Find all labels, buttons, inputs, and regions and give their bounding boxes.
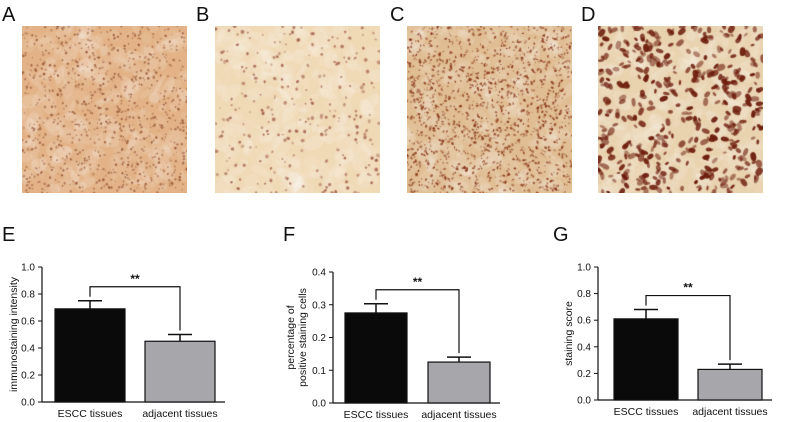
y-tick-label: 0.3 xyxy=(312,300,326,311)
y-tick-label: 0.8 xyxy=(577,289,591,300)
category-label: adjacent tissues xyxy=(692,406,767,418)
panel-label-c: C xyxy=(390,4,405,26)
panel-label-g: G xyxy=(553,224,569,246)
y-axis-label: staining score xyxy=(563,301,575,366)
bar xyxy=(144,340,216,403)
y-axis-label: immunostaining intensity xyxy=(8,276,20,392)
significance-bracket xyxy=(89,286,181,331)
panel-label-d: D xyxy=(581,4,596,26)
micrograph-b-image xyxy=(215,26,380,193)
y-tick-label: 0.2 xyxy=(577,369,591,380)
y-tick-label: 0.2 xyxy=(21,371,35,382)
y-tick-label: 0.4 xyxy=(21,344,35,355)
bar xyxy=(427,361,491,404)
significance-label: ** xyxy=(683,281,693,295)
category-label: adjacent tissues xyxy=(142,408,217,420)
panel-label-b: B xyxy=(196,4,210,26)
panel-label-f: F xyxy=(283,224,296,246)
category-label: ESCC tissues xyxy=(614,406,679,418)
panel-label-a: A xyxy=(2,4,16,26)
y-tick-label: 0.0 xyxy=(21,398,35,409)
bar xyxy=(54,308,126,403)
y-tick-label: 0.4 xyxy=(577,342,591,353)
category-label: ESCC tissues xyxy=(344,409,409,421)
y-tick-label: 1.0 xyxy=(21,263,35,274)
category-label: ESCC tissues xyxy=(58,408,123,420)
y-tick-label: 0.0 xyxy=(577,396,591,407)
y-axis-label-line: percentage of xyxy=(285,305,297,369)
y-tick-label: 0.0 xyxy=(312,399,326,410)
significance-bracket xyxy=(375,289,460,354)
significance-bracket xyxy=(645,294,731,361)
y-tick-label: 0.6 xyxy=(21,317,35,328)
y-tick-label: 0.2 xyxy=(312,333,326,344)
bar xyxy=(344,312,408,404)
y-tick-label: 0.4 xyxy=(312,268,326,279)
y-tick-label: 0.6 xyxy=(577,316,591,327)
micrograph-c-image xyxy=(407,26,572,193)
category-label: adjacent tissues xyxy=(421,409,496,421)
significance-label: ** xyxy=(413,275,423,289)
significance-label: ** xyxy=(130,272,140,286)
y-tick-label: 0.1 xyxy=(312,366,326,377)
micrograph-a-image xyxy=(22,26,187,193)
y-tick-label: 0.8 xyxy=(21,290,35,301)
y-tick-label: 1.0 xyxy=(577,263,591,274)
micrograph-d-image xyxy=(598,26,763,193)
bar xyxy=(613,318,679,401)
panel-label-e: E xyxy=(2,224,16,246)
chart-g-staining-score: 0.0 0.2 0.4 0.6 0.8 1.0 staining score ESCC tis… xyxy=(563,263,772,418)
chart-f-positive-staining-cells: 0.0 0.1 0.2 0.3 0.4 percentage of positive sta… xyxy=(285,268,500,421)
y-axis-label-line: positive staining cells xyxy=(297,288,309,387)
bar xyxy=(697,368,763,401)
